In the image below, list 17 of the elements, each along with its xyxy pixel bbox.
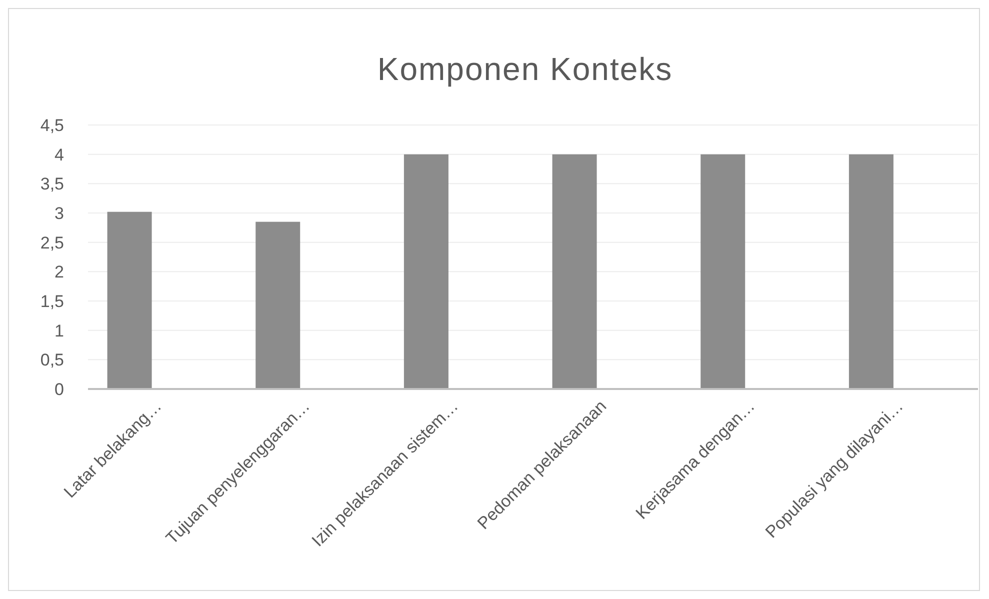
y-tick-label: 3	[54, 204, 64, 223]
bar	[256, 222, 300, 389]
y-tick-label: 4,5	[40, 116, 64, 135]
y-tick-label: 2	[54, 262, 64, 282]
y-tick-label: 1,5	[40, 292, 64, 311]
y-tick-label: 2,5	[40, 233, 64, 252]
y-tick-label: 3,5	[40, 174, 64, 194]
y-tick-label: 0	[54, 380, 64, 399]
y-tick-label: 4	[54, 145, 64, 164]
bar	[848, 154, 894, 389]
chart-title: Komponen Konteks	[377, 51, 673, 87]
bar	[107, 212, 152, 389]
y-tick-label: 1	[54, 321, 64, 340]
bar	[404, 154, 448, 389]
bar	[700, 154, 746, 389]
bar	[552, 154, 597, 389]
y-tick-label: 0,5	[40, 350, 64, 370]
